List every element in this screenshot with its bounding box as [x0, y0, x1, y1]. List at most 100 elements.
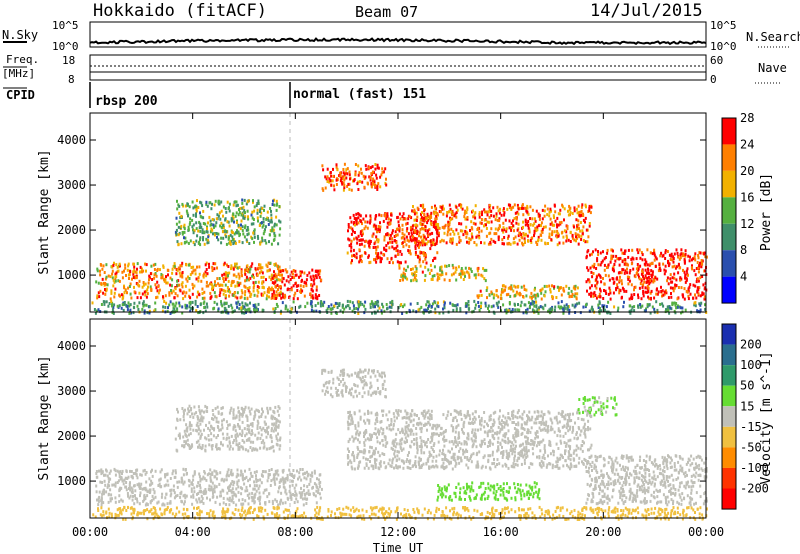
velocity-cell: [237, 490, 240, 494]
power-cell: [191, 282, 194, 286]
power-cell: [381, 170, 384, 174]
power-cell: [281, 301, 284, 305]
power-cell: [246, 268, 249, 271]
power-cell: [252, 199, 254, 203]
power-cell: [698, 264, 701, 268]
power-cell: [405, 243, 408, 247]
velocity-cell: [129, 481, 131, 485]
power-cell: [246, 200, 249, 204]
velocity-cell: [256, 448, 259, 452]
velocity-cell: [208, 421, 211, 425]
power-cell: [267, 223, 270, 226]
velocity-cell: [294, 490, 297, 494]
power-cell: [364, 300, 367, 304]
velocity-cell: [318, 485, 321, 489]
power-cell: [439, 268, 442, 272]
velocity-cell: [252, 496, 255, 500]
power-cell: [305, 284, 308, 288]
power-cell: [360, 242, 363, 246]
power-cell: [310, 295, 313, 299]
velocity-cell: [231, 480, 234, 483]
velocity-cell: [284, 501, 287, 505]
velocity-cell: [273, 477, 276, 481]
power-cell: [256, 208, 259, 212]
power-cell: [596, 257, 599, 261]
power-cell: [183, 227, 186, 231]
velocity-cell: [268, 473, 271, 477]
power-cell: [300, 288, 302, 292]
power-cell: [276, 304, 279, 308]
power-cell: [246, 264, 249, 268]
power-cell: [552, 214, 555, 218]
power-cell: [312, 274, 315, 278]
velocity-cell: [262, 491, 265, 495]
power-cell: [259, 208, 262, 212]
velocity-cell: [124, 476, 127, 480]
power-cell: [601, 259, 604, 263]
velocity-cell: [235, 436, 237, 440]
power-cell: [329, 171, 332, 174]
power-cell: [253, 235, 256, 239]
power-cell: [424, 216, 427, 220]
power-cell: [350, 232, 353, 236]
power-cell: [424, 218, 427, 222]
power-cell: [536, 292, 539, 296]
power-cell: [577, 242, 580, 246]
power-cell: [647, 279, 650, 283]
power-cell: [573, 206, 576, 210]
power-cell: [267, 269, 270, 273]
power-cell: [347, 223, 350, 226]
power-cell: [642, 291, 645, 295]
power-cell: [618, 263, 621, 267]
power-cell: [460, 267, 463, 270]
power-cell: [566, 225, 569, 228]
power-cell: [557, 212, 560, 216]
power-cell: [505, 308, 508, 312]
velocity-cell: [253, 484, 256, 488]
power-cell: [647, 275, 650, 279]
velocity-cell: [245, 485, 248, 489]
power-cell: [286, 270, 289, 274]
velocity-cell: [422, 462, 425, 466]
freq-label: Freq.: [6, 53, 39, 66]
power-cell: [703, 297, 706, 301]
velocity-cell: [226, 497, 229, 501]
power-cell: [597, 253, 600, 257]
power-cell: [261, 236, 264, 240]
power-cell: [484, 301, 487, 305]
power-cell: [672, 257, 675, 260]
velocity-cell: [118, 494, 121, 498]
power-cell: [219, 224, 222, 228]
velocity-cell: [246, 427, 249, 431]
power-cell: [209, 223, 212, 227]
power-cell: [243, 305, 246, 309]
power-cell: [299, 274, 302, 278]
velocity-cell: [233, 424, 236, 428]
power-cell: [423, 213, 426, 216]
velocity-cell: [182, 409, 185, 413]
velocity-cell: [317, 491, 320, 495]
power-cell: [216, 213, 219, 217]
power-cell: [595, 286, 598, 290]
velocity-cell: [371, 369, 373, 373]
power-cell: [704, 303, 706, 307]
power-cell: [286, 288, 289, 292]
power-cell: [186, 211, 189, 215]
power-cell: [551, 230, 554, 234]
velocity-cell: [432, 455, 435, 459]
power-cell: [371, 165, 374, 169]
velocity-cell: [272, 423, 275, 427]
power-cell: [250, 292, 253, 296]
power-cell: [279, 273, 282, 277]
power-cell: [357, 312, 360, 315]
velocity-cell: [152, 487, 155, 491]
velocity-cell: [146, 494, 149, 498]
velocity-cell: [266, 447, 269, 451]
power-cell: [116, 265, 119, 269]
power-cell: [584, 220, 586, 224]
power-cell: [170, 289, 172, 292]
velocity-cell: [191, 412, 193, 416]
power-cell: [298, 275, 300, 279]
power-cell: [258, 224, 261, 227]
power-cell: [244, 211, 246, 215]
